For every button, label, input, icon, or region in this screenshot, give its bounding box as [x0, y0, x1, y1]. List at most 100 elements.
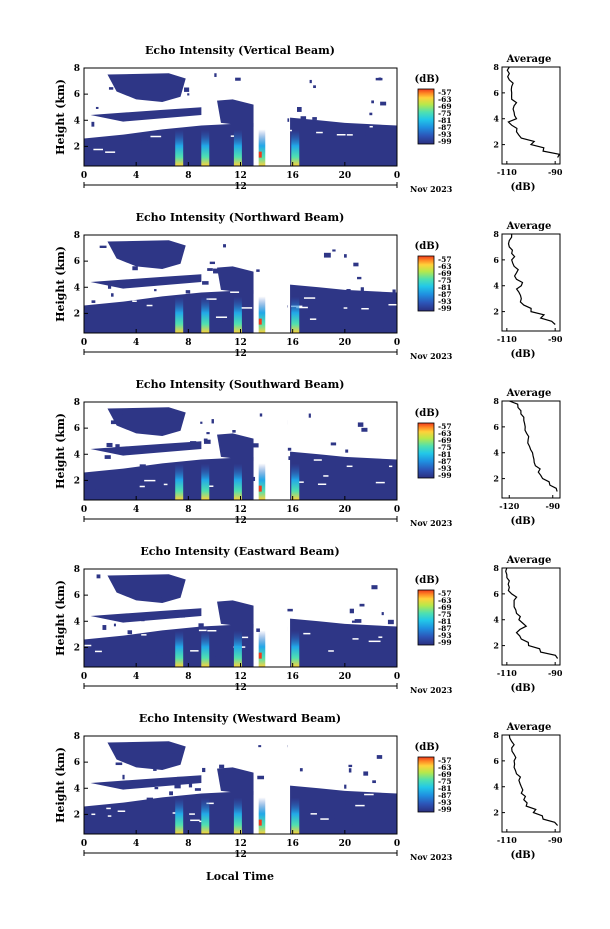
- x-tick-label: 0: [81, 505, 87, 515]
- avg-y-tick-label: 2: [493, 140, 499, 150]
- echo-gap: [146, 304, 153, 307]
- echo-speckle: [115, 410, 123, 415]
- echo-speckle: [232, 430, 236, 433]
- echo-plume: [291, 630, 300, 667]
- echo-speckle: [189, 488, 196, 493]
- echo-plume: [201, 797, 210, 834]
- echo-speckle: [155, 96, 162, 101]
- avg-x-tick-label: -90: [548, 334, 563, 344]
- panel-title: Echo Intensity (Eastward Beam): [140, 545, 339, 558]
- echo-speckle: [223, 628, 230, 632]
- echo-speckle: [104, 455, 111, 459]
- echo-speckle: [113, 623, 116, 627]
- colorbar-tick-label: -81: [438, 450, 452, 459]
- echo-speckle: [215, 804, 222, 807]
- echo-layer-day: [84, 289, 254, 333]
- date-label: 12: [234, 349, 247, 359]
- echo-speckle: [139, 464, 146, 468]
- echo-speckle: [235, 77, 241, 81]
- heatmap-field: [84, 68, 397, 166]
- echo-speckle: [107, 284, 112, 289]
- echo-speckle: [246, 781, 252, 786]
- y-axis-label: Height (km): [54, 246, 67, 322]
- echo-plume: [201, 129, 210, 166]
- x-tick-label: 8: [185, 338, 191, 348]
- colorbar-unit: (dB): [415, 74, 440, 85]
- x-tick-label: 0: [81, 338, 87, 348]
- echo-speckle: [309, 79, 312, 84]
- echo-layer-night: [290, 451, 397, 500]
- echo-gap: [207, 630, 217, 632]
- y-tick-label: 8: [74, 732, 80, 742]
- echo-layer-night: [290, 618, 397, 667]
- x-tick-label: 4: [133, 171, 139, 181]
- echo-speckle: [95, 489, 99, 495]
- echo-gap: [309, 318, 317, 320]
- echo-speckle: [323, 252, 331, 258]
- echo-speckle: [381, 612, 384, 616]
- echo-plume: [233, 463, 242, 500]
- echo-speckle: [209, 261, 216, 265]
- colorbar-tick-label: -93: [438, 798, 452, 807]
- echo-gap: [150, 135, 162, 138]
- echo-gap: [206, 802, 214, 805]
- echo-gap: [107, 815, 112, 817]
- echo-gap: [361, 307, 369, 310]
- echo-speckle: [188, 782, 193, 788]
- echo-speckle: [127, 630, 133, 635]
- echo-gap: [346, 465, 353, 468]
- echo-speckle: [126, 314, 129, 319]
- echo-gap: [84, 644, 92, 647]
- echo-gap: [241, 307, 253, 309]
- echo-speckle: [198, 623, 204, 628]
- echo-speckle: [242, 322, 249, 326]
- echo-speckle: [142, 613, 146, 619]
- avg-profile-line: [506, 66, 561, 158]
- echo-streak: [90, 107, 202, 122]
- avg-profile-line: [505, 567, 559, 659]
- echo-speckle: [91, 300, 96, 303]
- echo-gap: [388, 303, 397, 306]
- echo-speckle: [354, 619, 362, 623]
- echo-layer-day: [84, 623, 254, 667]
- echo-speckle: [169, 791, 174, 796]
- echo-speckle: [156, 652, 163, 656]
- echo-speckle: [187, 315, 194, 319]
- data-gap: [265, 235, 288, 333]
- y-tick-label: 8: [74, 231, 80, 241]
- echo-gap: [355, 804, 365, 807]
- echo-speckle: [132, 266, 138, 271]
- y-tick-label: 2: [74, 810, 80, 820]
- echo-speckle: [146, 761, 150, 765]
- echo-gap: [313, 459, 322, 461]
- echo-speckle: [235, 435, 241, 440]
- echo-speckle: [246, 469, 251, 473]
- echo-speckle: [194, 788, 201, 791]
- echo-speckle: [344, 254, 347, 258]
- echo-gap: [106, 807, 111, 810]
- echo-speckle: [258, 745, 262, 748]
- echo-upper-cloud: [107, 240, 186, 269]
- echo-upper-cloud: [107, 407, 186, 436]
- echo-speckle: [133, 279, 138, 282]
- panel-title: Echo Intensity (Vertical Beam): [145, 44, 335, 57]
- echo-gap: [323, 475, 329, 477]
- echo-plume: [201, 463, 210, 500]
- colorbar-tick-label: -99: [438, 471, 452, 480]
- echo-speckle: [89, 650, 94, 656]
- panel-title: Echo Intensity (Southward Beam): [136, 378, 345, 391]
- panel-2: Echo Intensity (Northward Beam) 2 4 6 8 Heigh…: [54, 211, 563, 361]
- date-label: 12: [234, 182, 247, 192]
- echo-speckle: [313, 85, 316, 89]
- echo-speckle: [141, 618, 145, 622]
- echo-speckle: [376, 139, 380, 145]
- echo-speckle: [353, 799, 360, 805]
- avg-y-tick-label: 2: [493, 307, 499, 317]
- echo-speckle: [110, 420, 116, 425]
- echo-gap: [139, 485, 145, 488]
- echo-gap: [296, 481, 304, 483]
- echo-speckle: [372, 780, 376, 784]
- echo-speckle: [115, 143, 120, 147]
- data-gap: [265, 569, 288, 667]
